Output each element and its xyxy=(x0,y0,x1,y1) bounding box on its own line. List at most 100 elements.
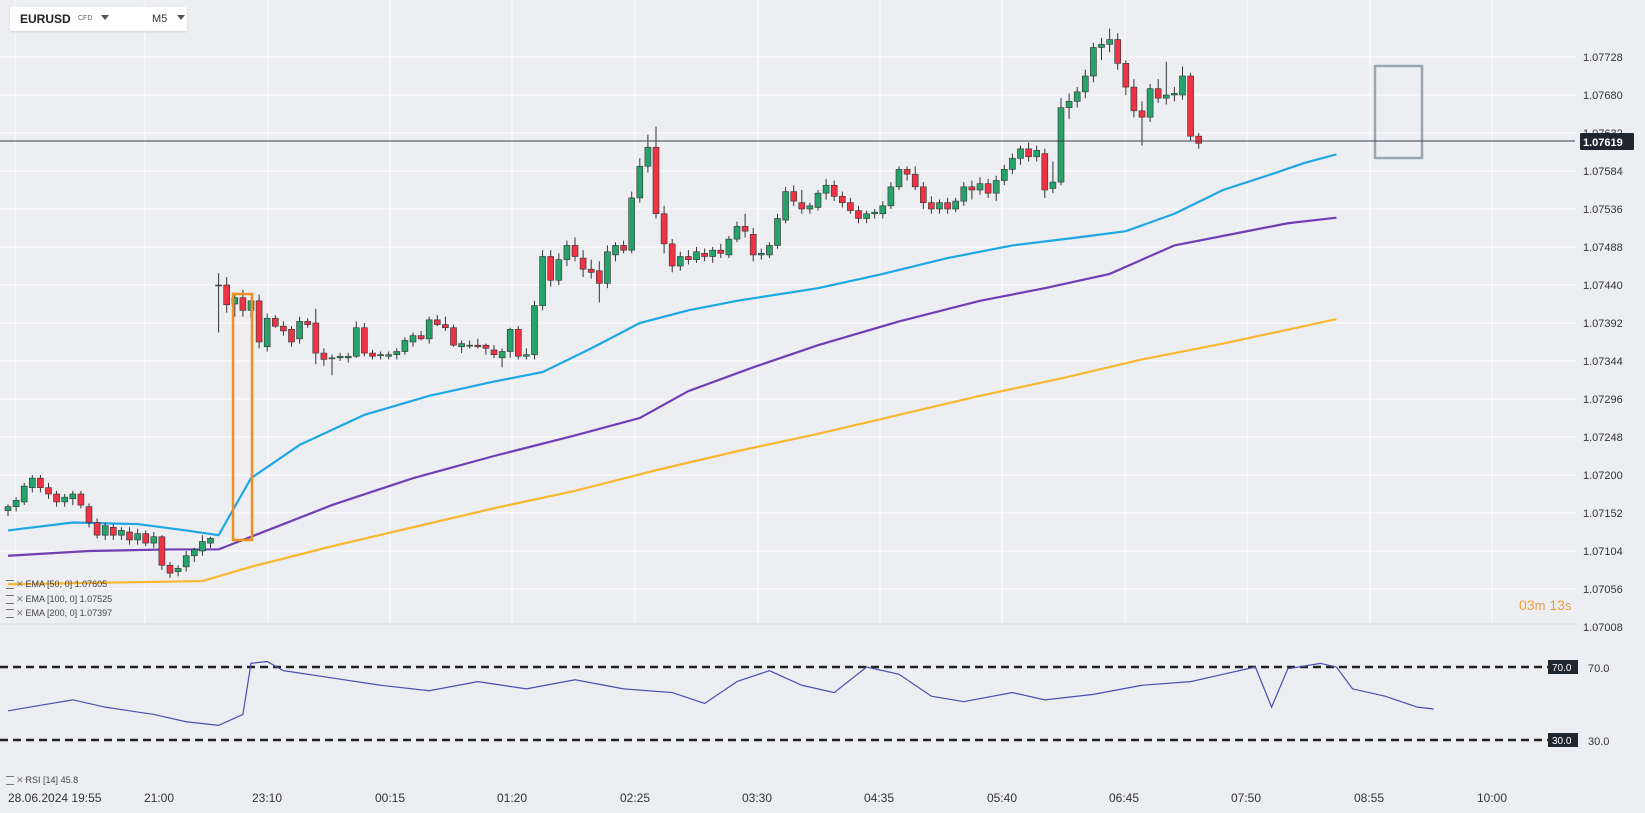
candle-bull[interactable] xyxy=(1179,66,1186,100)
candle-bull[interactable] xyxy=(199,535,206,556)
candle-bear[interactable] xyxy=(1130,79,1138,118)
candle-bear[interactable] xyxy=(142,530,149,547)
candle-bull[interactable] xyxy=(612,242,619,262)
candle-bull[interactable] xyxy=(644,134,652,173)
candle-bear[interactable] xyxy=(288,326,295,347)
candle-bear[interactable] xyxy=(685,250,692,265)
candle-bull[interactable] xyxy=(952,197,960,213)
candle-bull[interactable] xyxy=(976,177,984,195)
candle-bull[interactable] xyxy=(385,351,393,360)
close-icon[interactable]: ✕ xyxy=(16,579,24,589)
symbol-dropdown-icon[interactable] xyxy=(101,15,109,20)
settings-icon[interactable] xyxy=(6,595,14,605)
candle-bear[interactable] xyxy=(652,126,660,219)
candle-bull[interactable] xyxy=(757,248,765,260)
candle-bear[interactable] xyxy=(595,261,603,303)
candle-bear[interactable] xyxy=(928,196,935,214)
candle-bear[interactable] xyxy=(1138,101,1146,146)
candle-bull[interactable] xyxy=(774,213,781,249)
candle-bear[interactable] xyxy=(968,180,976,200)
candle-bear[interactable] xyxy=(304,318,312,328)
candle-bull[interactable] xyxy=(118,527,125,540)
candle-bear[interactable] xyxy=(587,259,595,279)
candle-bear[interactable] xyxy=(514,326,522,360)
timeframe-dropdown-icon[interactable] xyxy=(177,15,185,20)
symbol-selector[interactable]: EURUSD CFD M5 xyxy=(10,7,187,31)
timeframe-label[interactable]: M5 xyxy=(152,13,168,25)
candle-bear[interactable] xyxy=(660,205,668,254)
candle-bear[interactable] xyxy=(1154,79,1162,103)
candle-bear[interactable] xyxy=(490,345,498,358)
candle-bear[interactable] xyxy=(37,475,44,493)
candle-bull[interactable] xyxy=(69,490,77,506)
candle-bear[interactable] xyxy=(271,315,279,328)
candle-bull[interactable] xyxy=(1171,87,1178,102)
candle-bull[interactable] xyxy=(960,182,968,206)
candle-bull[interactable] xyxy=(628,191,636,254)
candle-bull[interactable] xyxy=(555,253,563,285)
candle-bull[interactable] xyxy=(174,565,182,577)
candle-bull[interactable] xyxy=(879,201,887,219)
candle-bear[interactable] xyxy=(45,482,52,499)
candle-bear[interactable] xyxy=(126,527,133,545)
candle-bear[interactable] xyxy=(320,348,328,366)
legend-ema200[interactable]: ✕ EMA [200, 0] 1.07397 xyxy=(6,608,112,619)
candle-bull[interactable] xyxy=(393,348,401,360)
candle-bull[interactable] xyxy=(506,327,514,358)
candle-bull[interactable] xyxy=(409,332,417,347)
candle-bull[interactable] xyxy=(1009,153,1016,175)
candle-bull[interactable] xyxy=(1049,161,1057,194)
candle-bear[interactable] xyxy=(790,185,798,206)
candle-bull[interactable] xyxy=(806,202,814,214)
candle-bull[interactable] xyxy=(822,178,830,200)
candle-bear[interactable] xyxy=(223,277,230,313)
candle-bull[interactable] xyxy=(134,528,141,545)
candle-bull[interactable] xyxy=(709,247,717,263)
candle-bull[interactable] xyxy=(425,316,433,344)
candle-bear[interactable] xyxy=(85,503,93,528)
candle-bull[interactable] xyxy=(1163,61,1170,105)
candle-bull[interactable] xyxy=(1017,145,1024,165)
candlestick-series[interactable] xyxy=(4,28,1202,578)
candle-bear[interactable] xyxy=(1025,142,1032,162)
candle-bear[interactable] xyxy=(838,191,846,208)
close-icon[interactable]: ✕ xyxy=(16,594,24,604)
candle-bull[interactable] xyxy=(20,482,28,506)
candle-bull[interactable] xyxy=(1057,98,1065,186)
candle-bear[interactable] xyxy=(312,308,320,365)
candle-bear[interactable] xyxy=(620,240,627,254)
candle-bull[interactable] xyxy=(1106,28,1113,53)
candle-bull[interactable] xyxy=(263,313,271,352)
candle-bear[interactable] xyxy=(668,239,676,273)
candle-bear[interactable] xyxy=(482,343,490,355)
candle-bull[interactable] xyxy=(401,337,409,355)
candle-bear[interactable] xyxy=(903,166,911,181)
candle-bear[interactable] xyxy=(369,349,376,360)
candle-bull[interactable] xyxy=(1082,69,1089,99)
candle-bear[interactable] xyxy=(701,248,708,262)
candle-bear[interactable] xyxy=(93,518,101,539)
candle-bull[interactable] xyxy=(693,247,700,263)
candle-bear[interactable] xyxy=(944,197,951,214)
candle-bull[interactable] xyxy=(458,340,465,354)
candle-bull[interactable] xyxy=(182,551,190,572)
settings-icon[interactable] xyxy=(6,776,14,786)
candle-bull[interactable] xyxy=(871,209,879,219)
candle-bull[interactable] xyxy=(215,273,222,333)
candle-bear[interactable] xyxy=(1114,33,1121,70)
candle-bull[interactable] xyxy=(539,250,546,311)
candle-bull[interactable] xyxy=(1146,83,1154,122)
candle-bull[interactable] xyxy=(895,166,903,190)
candle-bull[interactable] xyxy=(191,547,198,563)
legend-ema50[interactable]: ✕ EMA [50, 0] 1.07605 xyxy=(6,579,107,590)
settings-icon[interactable] xyxy=(6,609,14,619)
candle-bull[interactable] xyxy=(863,210,870,224)
candle-bull[interactable] xyxy=(992,175,1000,202)
candle-bull[interactable] xyxy=(766,242,773,259)
candle-bull[interactable] xyxy=(636,158,644,203)
candle-bull[interactable] xyxy=(725,235,733,259)
candle-bear[interactable] xyxy=(110,524,117,540)
candle-bear[interactable] xyxy=(579,250,587,278)
candle-bear[interactable] xyxy=(919,182,927,209)
candle-bear[interactable] xyxy=(1041,148,1049,198)
